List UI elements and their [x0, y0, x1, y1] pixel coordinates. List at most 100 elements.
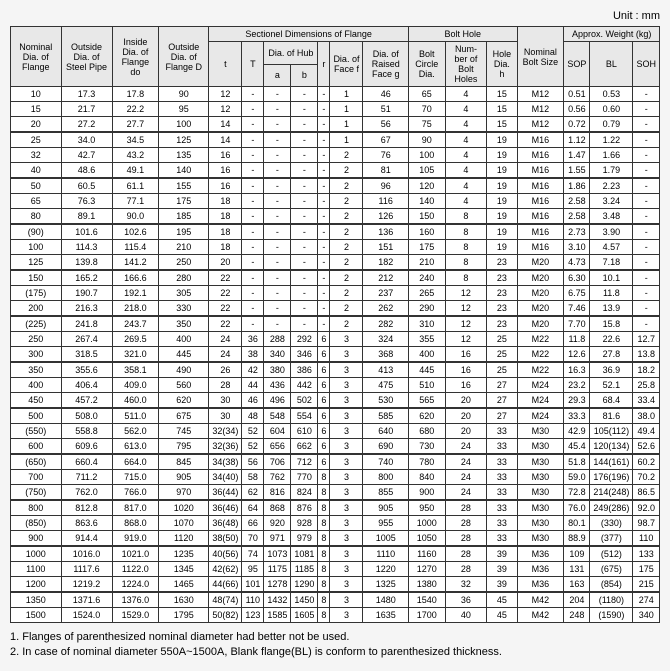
- table-cell: 58: [242, 470, 264, 485]
- table-cell: 218.0: [112, 301, 159, 317]
- table-cell: 16: [209, 178, 242, 194]
- table-cell: 1635: [363, 608, 409, 623]
- table-cell: 34.5: [112, 132, 159, 148]
- table-cell: 16: [209, 163, 242, 179]
- table-cell: 74: [242, 546, 264, 562]
- table-cell: 675: [159, 408, 209, 424]
- h-sop: SOP: [564, 42, 590, 87]
- note-2: 2. In case of nominal diameter 550A~1500…: [10, 646, 660, 658]
- table-cell: 22: [209, 270, 242, 286]
- table-row: 12001219.21224.0146544(66)10112781290831…: [11, 577, 660, 593]
- table-cell: 24: [209, 347, 242, 363]
- table-cell: 3.24: [590, 194, 633, 209]
- h-nominal: Nominal Dia. of Flange: [11, 27, 62, 87]
- table-cell: 6: [318, 378, 330, 393]
- table-cell: 60.5: [61, 178, 112, 194]
- h-raised: Dia. of Raised Face g: [363, 42, 409, 87]
- table-cell: 27.8: [590, 347, 633, 363]
- table-cell: 240: [409, 270, 446, 286]
- table-cell: M12: [517, 117, 564, 133]
- table-cell: -: [633, 132, 660, 148]
- table-cell: -: [318, 194, 330, 209]
- table-cell: -: [633, 117, 660, 133]
- table-cell: 18.2: [633, 362, 660, 378]
- table-cell: -: [242, 163, 264, 179]
- table-cell: 25: [487, 362, 517, 378]
- table-cell: 33: [487, 470, 517, 485]
- table-cell: 50(82): [209, 608, 242, 623]
- table-cell: 554: [291, 408, 318, 424]
- table-cell: 1450: [291, 592, 318, 608]
- table-cell: 3: [330, 424, 363, 439]
- table-cell: 280: [159, 270, 209, 286]
- table-cell: 620: [159, 393, 209, 409]
- table-row: 5060.561.115516----296120419M161.862.23-: [11, 178, 660, 194]
- table-cell: -: [633, 163, 660, 179]
- table-cell: 8: [445, 224, 487, 240]
- table-cell: 300: [11, 347, 62, 363]
- table-cell: 14: [209, 132, 242, 148]
- table-cell: 1.66: [590, 148, 633, 163]
- table-cell: -: [633, 301, 660, 317]
- table-cell: 95: [159, 102, 209, 117]
- table-cell: 919.0: [112, 531, 159, 547]
- table-cell: 2: [330, 178, 363, 194]
- table-cell: 3: [330, 362, 363, 378]
- table-cell: 210: [159, 240, 209, 255]
- table-cell: -: [291, 240, 318, 255]
- h-nominal-bolt: Nominal Bolt Size: [517, 27, 564, 87]
- table-row: 13501371.61376.0163048(74)11014321450831…: [11, 592, 660, 608]
- table-cell: 800: [363, 470, 409, 485]
- table-cell: 24: [445, 454, 487, 470]
- table-cell: -: [633, 270, 660, 286]
- table-cell: 16: [445, 362, 487, 378]
- table-cell: 175: [633, 562, 660, 577]
- table-cell: 14: [209, 117, 242, 133]
- table-cell: 585: [363, 408, 409, 424]
- table-cell: 30: [209, 408, 242, 424]
- table-cell: 45.4: [564, 439, 590, 455]
- table-cell: 269.5: [112, 332, 159, 347]
- table-cell: 600: [11, 439, 62, 455]
- table-cell: 3: [330, 470, 363, 485]
- flange-table: Nominal Dia. of Flange Outside Dia. of S…: [10, 26, 660, 623]
- table-cell: 48: [242, 408, 264, 424]
- table-cell: 3.90: [590, 224, 633, 240]
- table-cell: 4: [445, 117, 487, 133]
- table-cell: -: [242, 178, 264, 194]
- table-cell: M30: [517, 485, 564, 501]
- table-cell: 436: [264, 378, 291, 393]
- table-cell: (377): [590, 531, 633, 547]
- table-row: (175)190.7192.130522----22372651223M206.…: [11, 286, 660, 301]
- table-cell: 766.0: [112, 485, 159, 501]
- table-cell: -: [264, 270, 291, 286]
- table-cell: (550): [11, 424, 62, 439]
- h-a: a: [264, 64, 291, 87]
- table-cell: 120: [409, 178, 446, 194]
- table-cell: 558.8: [61, 424, 112, 439]
- table-cell: M20: [517, 316, 564, 332]
- table-cell: M30: [517, 424, 564, 439]
- table-cell: 24: [445, 470, 487, 485]
- table-cell: 2: [330, 286, 363, 301]
- table-cell: 23.2: [564, 378, 590, 393]
- table-cell: 565: [409, 393, 446, 409]
- table-cell: -: [264, 87, 291, 102]
- table-cell: 23: [487, 301, 517, 317]
- table-cell: 182: [363, 255, 409, 271]
- table-cell: 700: [11, 470, 62, 485]
- table-cell: (650): [11, 454, 62, 470]
- table-cell: 740: [363, 454, 409, 470]
- table-cell: 36(48): [209, 516, 242, 531]
- table-cell: 6.30: [564, 270, 590, 286]
- table-cell: 3: [330, 592, 363, 608]
- table-cell: 8: [318, 592, 330, 608]
- table-cell: 1.12: [564, 132, 590, 148]
- table-cell: 1500: [11, 608, 62, 623]
- table-cell: 340: [264, 347, 291, 363]
- table-cell: 10.1: [590, 270, 633, 286]
- table-cell: 15: [487, 102, 517, 117]
- table-cell: 1.79: [590, 163, 633, 179]
- table-cell: -: [318, 178, 330, 194]
- table-cell: 20: [445, 408, 487, 424]
